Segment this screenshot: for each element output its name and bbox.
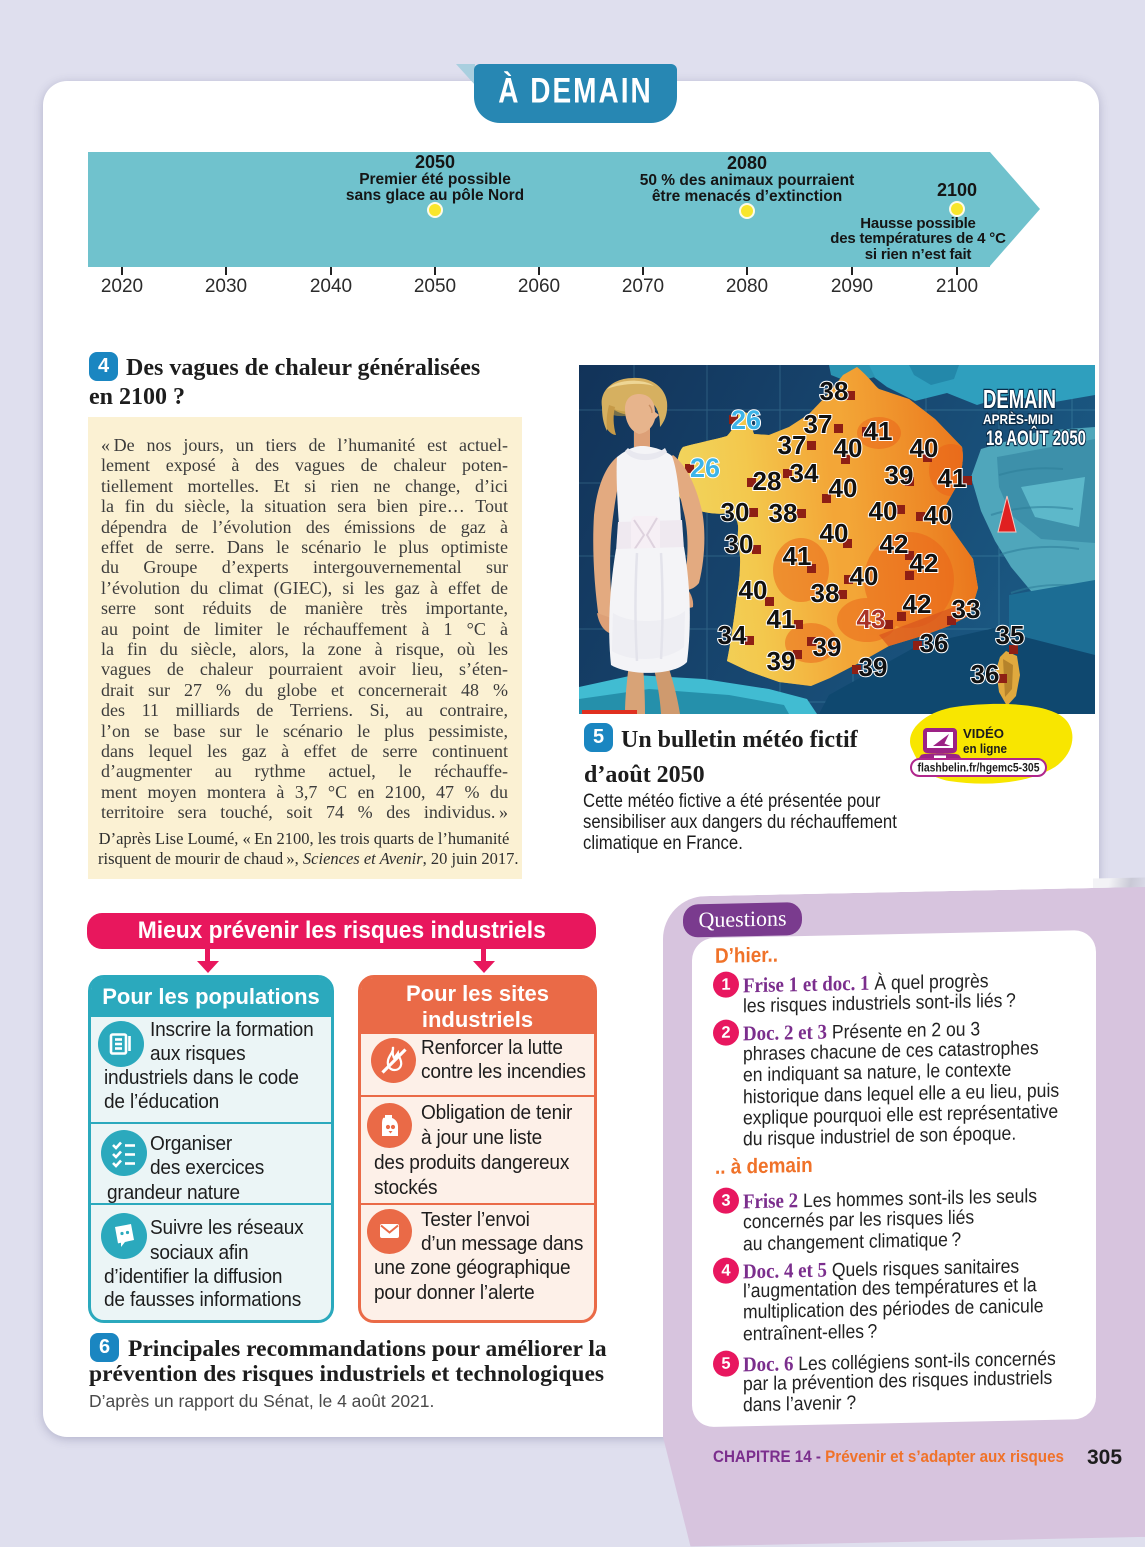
svg-text:41: 41 bbox=[864, 416, 893, 446]
svg-text:40: 40 bbox=[869, 496, 898, 526]
svg-text:41: 41 bbox=[938, 463, 967, 493]
svg-text:40: 40 bbox=[820, 518, 849, 548]
svg-text:40: 40 bbox=[924, 500, 953, 530]
svg-text:en ligne: en ligne bbox=[963, 742, 1007, 756]
svg-text:39: 39 bbox=[767, 646, 796, 676]
svg-text:40: 40 bbox=[829, 473, 858, 503]
svg-text:40: 40 bbox=[834, 433, 863, 463]
svg-text:30: 30 bbox=[725, 529, 754, 559]
svg-text:43: 43 bbox=[857, 604, 886, 634]
svg-text:36: 36 bbox=[971, 659, 1000, 689]
svg-text:VIDÉO: VIDÉO bbox=[963, 726, 1004, 741]
svg-text:37: 37 bbox=[778, 430, 807, 460]
svg-text:38: 38 bbox=[769, 498, 798, 528]
svg-text:40: 40 bbox=[739, 575, 768, 605]
svg-text:34: 34 bbox=[790, 458, 819, 488]
svg-text:42: 42 bbox=[910, 548, 939, 578]
svg-text:39: 39 bbox=[885, 460, 914, 490]
svg-text:34: 34 bbox=[718, 620, 747, 650]
svg-text:30: 30 bbox=[721, 497, 750, 527]
svg-text:39: 39 bbox=[859, 652, 888, 682]
svg-text:42: 42 bbox=[880, 529, 909, 559]
svg-text:38: 38 bbox=[820, 376, 849, 406]
svg-text:41: 41 bbox=[767, 604, 796, 634]
svg-text:28: 28 bbox=[753, 466, 782, 496]
svg-text:38: 38 bbox=[811, 578, 840, 608]
svg-text:35: 35 bbox=[996, 620, 1025, 650]
svg-text:flashbelin.fr/hgemc5-305: flashbelin.fr/hgemc5-305 bbox=[918, 761, 1040, 775]
svg-text:42: 42 bbox=[903, 589, 932, 619]
svg-text:40: 40 bbox=[910, 433, 939, 463]
svg-text:18 AOÛT 2050: 18 AOÛT 2050 bbox=[986, 426, 1086, 450]
svg-text:26: 26 bbox=[731, 405, 761, 435]
svg-text:37: 37 bbox=[804, 409, 833, 439]
svg-text:APRÈS-MIDI: APRÈS-MIDI bbox=[983, 411, 1053, 427]
svg-text:40: 40 bbox=[850, 561, 879, 591]
svg-text:39: 39 bbox=[813, 632, 842, 662]
svg-text:26: 26 bbox=[690, 453, 720, 483]
svg-text:33: 33 bbox=[952, 594, 981, 624]
svg-text:41: 41 bbox=[783, 541, 812, 571]
svg-text:DEMAIN: DEMAIN bbox=[983, 384, 1056, 414]
svg-text:36: 36 bbox=[920, 628, 949, 658]
